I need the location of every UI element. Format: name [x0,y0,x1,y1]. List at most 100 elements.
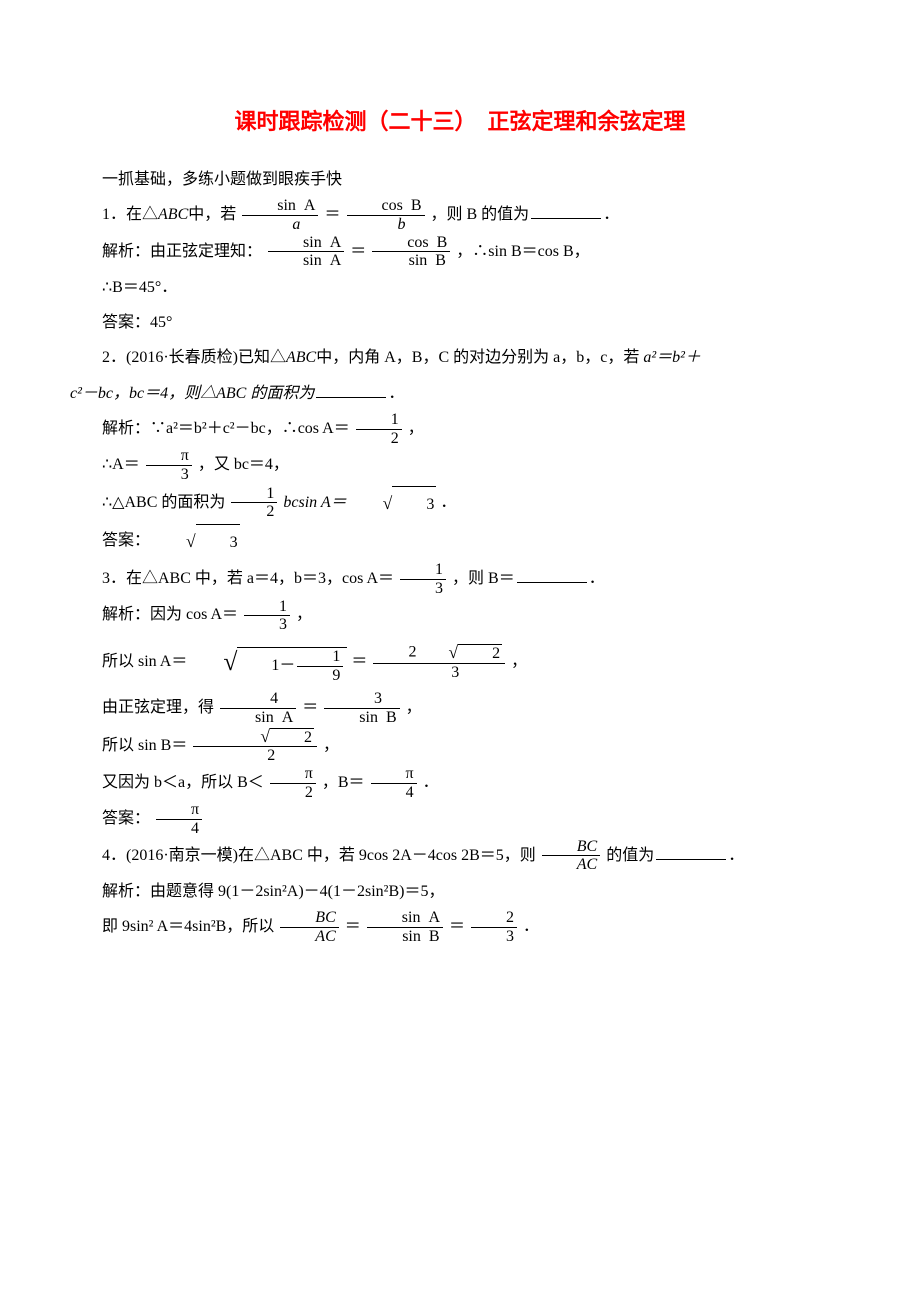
eqn: a²＝b²＋ [643,349,701,366]
denominator: 9 [297,666,343,685]
numerator: 3 [324,690,399,708]
q3-solution-5: 又因为 b＜a，所以 B＜ π2 ，B＝ π4 ． [70,765,850,801]
numerator: √2 [193,727,317,747]
numerator: 2√2 [373,643,505,663]
text: 3．在△ABC 中，若 a＝4，b＝3，cos A＝ [102,570,394,587]
text: ，则 B 的值为 [431,206,530,223]
eq: ＝ [324,206,340,223]
denominator: 2 [231,502,277,521]
radicand: 3 [392,486,436,522]
denominator: 2 [356,429,402,448]
denominator: sin A [220,708,296,727]
fill-blank [531,204,601,219]
period: ． [603,206,619,223]
numerator: 2 [471,909,517,927]
text: 又因为 b＜a，所以 B＜ [102,774,264,791]
fill-blank [316,382,386,397]
text: ，又 bc＝4， [198,456,289,473]
radical: √2 [416,643,502,663]
q3-answer: 答案： π4 [70,801,850,837]
text: ，则 B＝ [452,570,515,587]
fill-blank [656,844,726,859]
fraction: 23 [471,909,517,945]
fraction: 13 [244,598,290,634]
text: ， [408,420,424,437]
text: ， [511,653,527,670]
numerator: BC [280,909,338,927]
denominator: 4 [156,819,202,838]
fraction: BCAC [280,909,338,945]
denominator: sin B [367,927,443,946]
q2-solution-1: 解析：∵a²＝b²＋c²－bc，∴cos A＝ 12 ， [70,411,850,447]
q1-solution-2: ∴B＝45°． [70,270,850,305]
denominator: 3 [400,579,446,598]
text: 由正弦定理，得 [102,699,214,716]
numerator: BC [542,838,600,856]
text: 答案： [102,532,150,549]
abc: ABC [158,206,188,223]
denominator: 3 [244,615,290,634]
q2-solution-2: ∴A＝ π3 ，又 bc＝4， [70,447,850,483]
denominator: sin B [324,708,399,727]
denominator: AC [542,855,600,874]
fraction: sin Aa [242,197,318,233]
denominator: 3 [373,663,505,682]
fraction: sin Asin B [367,909,443,945]
denominator: AC [280,927,338,946]
fill-blank [517,568,587,583]
text: 答案： [102,810,150,827]
q4-stem: 4．(2016·南京一模)在△ABC 中，若 9cos 2A－4cos 2B＝5… [70,838,850,874]
numerator: sin A [268,234,344,252]
text: 1．在△ [102,206,158,223]
numerator: cos B [372,234,450,252]
text: 即 9sin² A＝4sin²B，所以 [102,918,274,935]
numerator: sin A [367,909,443,927]
fraction: 12 [356,411,402,447]
abc: ABC [286,349,316,366]
text: ， [296,606,312,623]
radicand: 3 [196,524,240,560]
radicand: 2 [458,644,502,663]
fraction: 19 [297,648,343,684]
text: 的值为 [606,847,654,864]
eq: ＝ [345,918,361,935]
fraction: π3 [146,447,192,483]
q3-solution-1: 解析：因为 cos A＝ 13 ， [70,597,850,633]
eq: ＝ [449,918,465,935]
q3-solution-3: 由正弦定理，得 4sin A ＝ 3sin B ， [70,690,850,726]
text: ． [440,494,456,511]
period: ． [728,847,744,864]
fraction: 4sin A [220,690,296,726]
fraction: π4 [156,801,202,837]
text: 4．(2016·南京一模)在△ABC 中，若 9cos 2A－4cos 2B＝5… [102,847,536,864]
q2-answer: 答案： √3 [70,522,850,561]
fraction: BCAC [542,838,600,874]
eq: ＝ [350,243,366,260]
numerator: π [146,447,192,465]
fraction: 13 [400,561,446,597]
text: ∴△ABC 的面积为 [102,494,225,511]
fraction: cos Bsin B [372,234,450,270]
q4-solution-2: 即 9sin² A＝4sin²B，所以 BCAC ＝ sin Asin B ＝ … [70,909,850,945]
q4-solution-1: 解析：由题意得 9(1－2sin²A)－4(1－2sin²B)＝5， [70,874,850,909]
q3-solution-2: 所以 sin A＝ √1－19 ＝ 2√2 3 ， [70,634,850,690]
denominator: 3 [471,927,517,946]
numerator: 4 [220,690,296,708]
text: ， [406,699,422,716]
page-title: 课时跟踪检测（二十三） 正弦定理和余弦定理 [70,100,850,144]
q1-stem: 1．在△ABC中，若 sin Aa ＝ cos Bb ，则 B 的值为． [70,197,850,233]
document-page: 课时跟踪检测（二十三） 正弦定理和余弦定理 一抓基础，多练小题做到眼疾手快 1．… [0,0,920,1006]
text: 解析：因为 cos A＝ [102,606,238,623]
q3-stem: 3．在△ABC 中，若 a＝4，b＝3，cos A＝ 13 ，则 B＝． [70,561,850,597]
radicand: 2 [270,728,314,747]
denominator: 2 [270,783,316,802]
q1-answer: 答案：45° [70,305,850,340]
numerator: 1 [244,598,290,616]
fraction: 2√2 3 [373,643,505,681]
denominator: a [242,215,318,234]
text: c²－bc，bc＝4，则△ABC 的面积为 [70,385,314,402]
text: ． [523,918,539,935]
q1-solution-1: 解析：由正弦定理知： sin Asin A ＝ cos Bsin B ，∴sin… [70,234,850,270]
radical: √3 [154,522,240,561]
numerator: 1 [356,411,402,429]
